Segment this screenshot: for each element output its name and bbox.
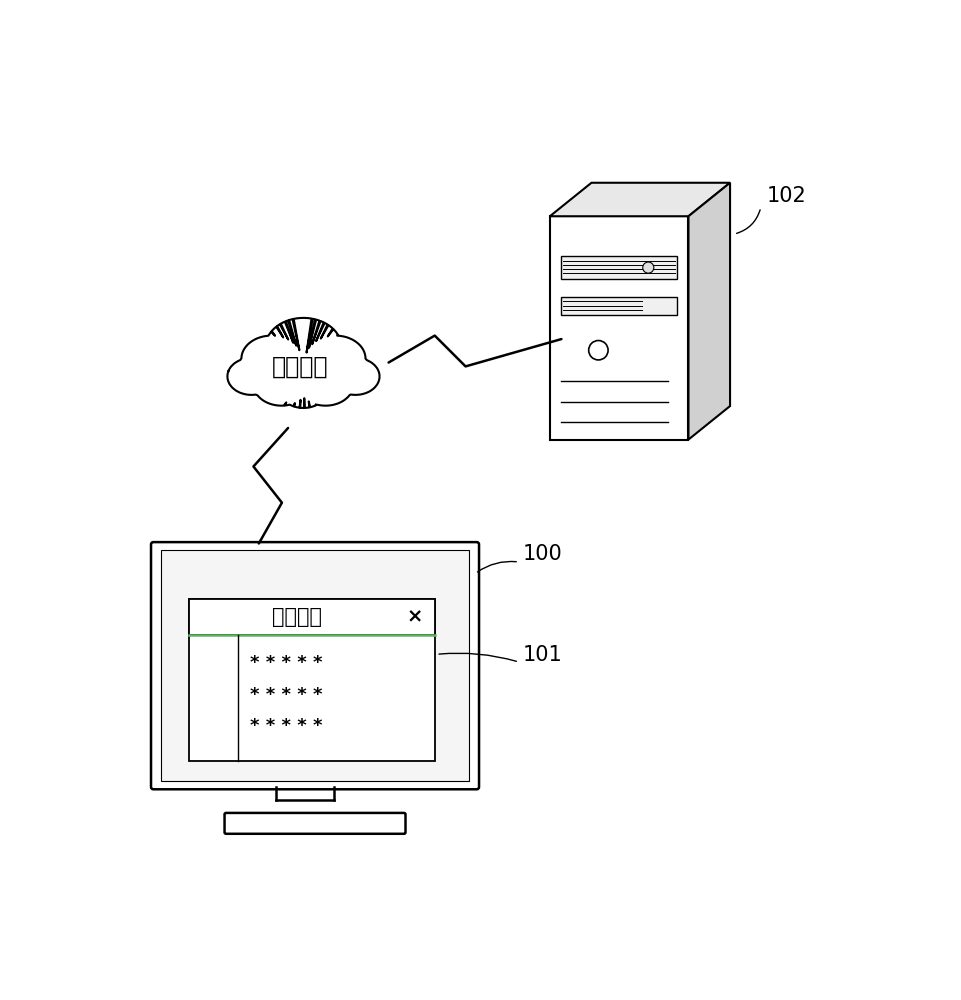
- Polygon shape: [688, 183, 730, 440]
- Text: ×: ×: [407, 608, 423, 627]
- Circle shape: [589, 341, 608, 360]
- Polygon shape: [550, 216, 688, 440]
- Text: * * * * *: * * * * *: [251, 686, 323, 704]
- Polygon shape: [561, 297, 678, 315]
- Polygon shape: [561, 256, 678, 279]
- Bar: [189, 599, 434, 761]
- Polygon shape: [550, 183, 730, 216]
- FancyBboxPatch shape: [225, 813, 406, 834]
- Bar: [161, 550, 469, 781]
- Text: 数据展示: 数据展示: [272, 607, 322, 627]
- Text: * * * * *: * * * * *: [251, 654, 323, 672]
- Bar: [189, 599, 434, 635]
- FancyBboxPatch shape: [151, 542, 479, 789]
- Text: 101: 101: [523, 645, 563, 665]
- Circle shape: [643, 262, 653, 273]
- Text: 100: 100: [523, 544, 563, 564]
- Text: * * * * *: * * * * *: [251, 717, 323, 735]
- Text: 通信网络: 通信网络: [271, 354, 328, 378]
- Polygon shape: [228, 318, 380, 408]
- Text: 102: 102: [767, 186, 807, 206]
